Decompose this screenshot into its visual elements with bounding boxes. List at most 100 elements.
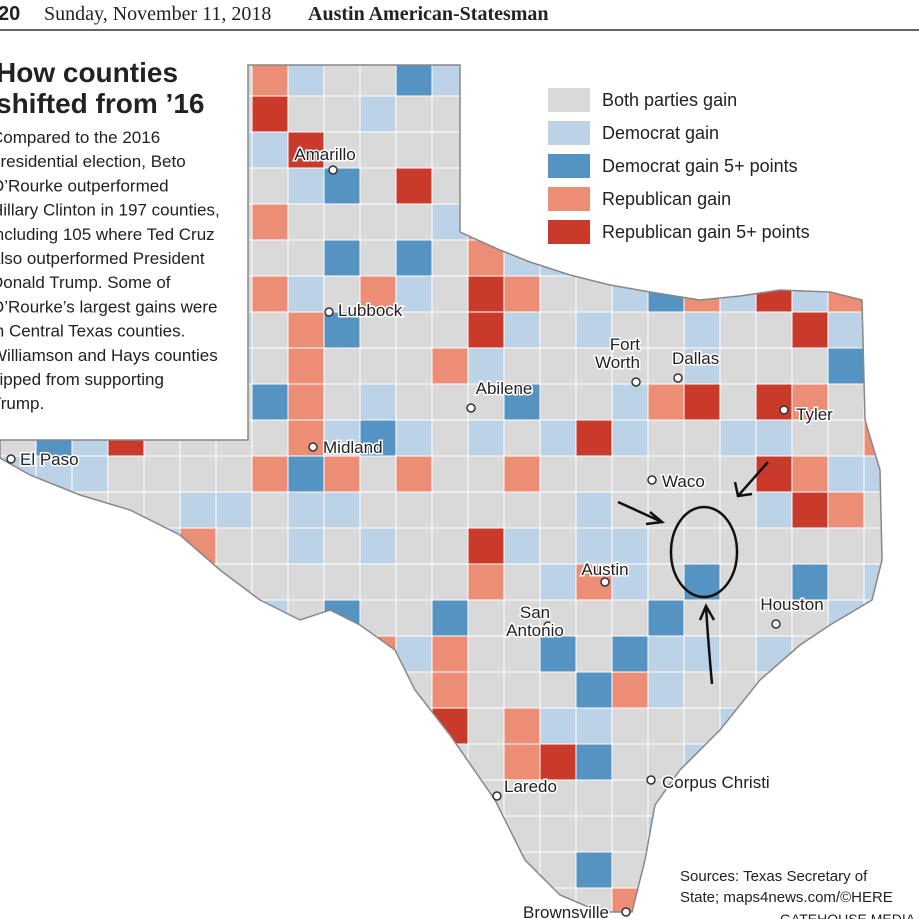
county xyxy=(575,527,613,565)
county xyxy=(863,311,882,349)
county xyxy=(0,779,37,817)
county xyxy=(359,491,397,529)
county xyxy=(35,887,73,912)
county xyxy=(900,672,919,708)
legend-label: Both parties gain xyxy=(602,90,737,110)
county xyxy=(251,491,289,529)
county xyxy=(791,743,829,781)
county xyxy=(395,419,433,457)
county xyxy=(359,563,397,601)
county xyxy=(863,131,882,169)
county xyxy=(503,455,541,493)
county xyxy=(0,707,37,745)
county xyxy=(539,383,577,421)
county xyxy=(467,131,505,169)
county xyxy=(395,455,433,493)
county xyxy=(323,347,361,385)
county xyxy=(900,168,919,204)
county xyxy=(863,491,882,529)
legend-label: Democrat gain xyxy=(602,123,719,143)
county xyxy=(323,95,361,133)
county xyxy=(719,563,757,601)
county xyxy=(791,815,829,853)
county xyxy=(287,563,325,601)
county xyxy=(287,275,325,313)
county xyxy=(683,815,721,853)
body-line: including 105 where Ted Cruz xyxy=(0,225,215,244)
city-label: Tyler xyxy=(796,405,833,424)
county xyxy=(503,275,541,313)
county xyxy=(359,239,397,277)
city-label: El Paso xyxy=(20,450,79,469)
county xyxy=(647,887,685,912)
county xyxy=(755,239,793,277)
county xyxy=(431,599,469,637)
county xyxy=(611,635,649,673)
county xyxy=(683,311,721,349)
legend-label: Republican gain 5+ points xyxy=(602,222,810,242)
county xyxy=(647,815,685,853)
county xyxy=(431,671,469,709)
county xyxy=(251,95,289,133)
city-dot xyxy=(328,165,338,175)
county xyxy=(143,599,181,637)
county xyxy=(539,671,577,709)
county xyxy=(251,815,289,853)
county xyxy=(900,276,919,312)
county xyxy=(431,743,469,781)
county xyxy=(143,527,181,565)
county xyxy=(431,815,469,853)
county xyxy=(35,527,73,565)
county xyxy=(215,707,253,745)
county xyxy=(71,887,109,912)
county xyxy=(719,239,757,277)
county xyxy=(575,383,613,421)
county xyxy=(323,887,361,912)
county xyxy=(719,419,757,457)
county xyxy=(467,203,505,241)
county xyxy=(683,527,721,565)
county xyxy=(467,563,505,601)
county xyxy=(359,635,397,673)
county xyxy=(395,527,433,565)
text-panel xyxy=(0,50,247,438)
county xyxy=(215,851,253,889)
county xyxy=(359,275,397,313)
county xyxy=(323,743,361,781)
county xyxy=(503,131,541,169)
county xyxy=(900,528,919,564)
county xyxy=(719,527,757,565)
county xyxy=(179,779,217,817)
legend-label: Democrat gain 5+ points xyxy=(602,156,798,176)
body-line: presidential election, Beto xyxy=(0,152,186,171)
county xyxy=(611,419,649,457)
county xyxy=(863,167,882,205)
county xyxy=(395,203,433,241)
county xyxy=(755,527,793,565)
county xyxy=(900,96,919,132)
county xyxy=(0,491,37,529)
county xyxy=(179,887,217,912)
county xyxy=(179,635,217,673)
county xyxy=(107,851,145,889)
county xyxy=(791,275,829,313)
county xyxy=(539,275,577,313)
county xyxy=(215,563,253,601)
county xyxy=(287,383,325,421)
county xyxy=(251,671,289,709)
county xyxy=(791,671,829,709)
county xyxy=(900,240,919,276)
county xyxy=(359,743,397,781)
county xyxy=(683,635,721,673)
county xyxy=(251,707,289,745)
county xyxy=(143,491,181,529)
body-line: in Central Texas counties. xyxy=(0,322,185,341)
county xyxy=(863,671,882,709)
body-line: Trump. xyxy=(0,394,44,413)
county xyxy=(503,563,541,601)
county xyxy=(900,816,919,852)
county xyxy=(467,743,505,781)
county xyxy=(575,635,613,673)
source-line: Sources: Texas Secretary of xyxy=(680,868,868,885)
county xyxy=(900,60,919,96)
